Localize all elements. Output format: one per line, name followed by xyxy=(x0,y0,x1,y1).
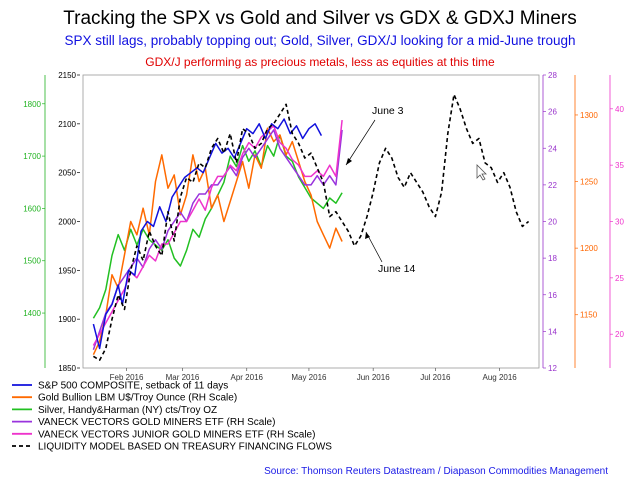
legend-label-1: Gold Bullion LBM U$/Troy Ounce (RH Scale… xyxy=(38,393,237,404)
gdx-tick-label: 28 xyxy=(548,71,557,80)
legend-label-3: VANECK VECTORS GOLD MINERS ETF (RH Scale… xyxy=(38,417,275,428)
chart-title: Tracking the SPX vs Gold and Silver vs G… xyxy=(63,8,577,29)
gdx-tick-label: 20 xyxy=(548,218,557,227)
gdx-tick-label: 26 xyxy=(548,108,557,117)
series-line-2 xyxy=(92,134,343,319)
gold-tick-label: 1300 xyxy=(580,111,598,120)
chart-subtitle-2: GDX/J performing as precious metals, les… xyxy=(145,55,495,69)
series-line-1 xyxy=(92,127,343,356)
source-note: Source: Thomson Reuters Datastream / Dia… xyxy=(264,466,608,477)
gdx-tick-label: 16 xyxy=(548,291,557,300)
gdx-tick-label: 14 xyxy=(548,327,557,336)
gdx-tick-label: 24 xyxy=(548,144,557,153)
silver-tick-label: 1500 xyxy=(23,257,41,266)
series-layer xyxy=(92,93,530,361)
chart-subtitle: SPX still lags, probably topping out; Go… xyxy=(64,33,575,48)
series-line-3 xyxy=(92,129,343,350)
axes-layer: 1850 1900 1950 2000 2050 2100 2150 1400 1500 1600… xyxy=(23,71,624,382)
gdxj-tick-label: 40 xyxy=(615,105,624,114)
gdxj-tick-label: 20 xyxy=(615,330,624,339)
annotation-june-14-arrowhead xyxy=(365,232,370,239)
plot-frame xyxy=(82,74,540,369)
legend-label-0: S&P 500 COMPOSITE, setback of 11 days xyxy=(38,381,228,392)
x-tick-label: Mar 2016 xyxy=(166,373,200,382)
x-tick-label: Jul 2016 xyxy=(420,373,451,382)
gold-tick-label: 1200 xyxy=(580,244,598,253)
silver-tick-label: 1600 xyxy=(23,204,41,213)
gold-tick-label: 1150 xyxy=(580,311,598,320)
silver-tick-label: 1700 xyxy=(23,152,41,161)
silver-tick-label: 1400 xyxy=(23,309,41,318)
silver-tick-label: 1800 xyxy=(23,100,41,109)
gold-tick-label: 1250 xyxy=(580,178,598,187)
gdxj-tick-label: 30 xyxy=(615,218,624,227)
legend-label-5: LIQUIDITY MODEL BASED ON TREASURY FINANC… xyxy=(38,442,332,453)
mouse-cursor-icon xyxy=(476,164,487,181)
x-tick-label: Apr 2016 xyxy=(231,373,264,382)
annotation-june-3-arrow xyxy=(345,119,376,166)
spx-tick-label: 1950 xyxy=(58,266,76,275)
gdxj-tick-label: 35 xyxy=(615,161,624,170)
annotation-june-3-arrowhead xyxy=(346,158,352,165)
spx-tick-label: 2050 xyxy=(58,169,76,178)
annotation-june-14: June 14 xyxy=(365,231,416,275)
x-tick-label: Feb 2016 xyxy=(110,373,144,382)
spx-tick-label: 1900 xyxy=(58,315,76,324)
x-tick-label: Aug 2016 xyxy=(482,373,517,382)
annotation-june-3: June 3 xyxy=(345,105,404,166)
annotation-june-14-label: June 14 xyxy=(378,263,416,275)
x-tick-label: May 2016 xyxy=(291,373,327,382)
spx-tick-label: 1850 xyxy=(58,364,76,373)
legend-label-4: VANECK VECTORS JUNIOR GOLD MINERS ETF (R… xyxy=(38,429,315,440)
spx-tick-label: 2100 xyxy=(58,120,76,129)
spx-tick-label: 2150 xyxy=(58,71,76,80)
legend-label-2: Silver, Handy&Harman (NY) cts/Troy OZ xyxy=(38,405,217,416)
annotation-june-3-label: June 3 xyxy=(372,105,404,117)
legend: S&P 500 COMPOSITE, setback of 11 daysGol… xyxy=(12,381,332,453)
gdxj-tick-label: 25 xyxy=(615,274,624,283)
gdx-tick-label: 12 xyxy=(548,364,557,373)
x-tick-label: Jun 2016 xyxy=(357,373,390,382)
series-line-4 xyxy=(92,120,343,346)
gdx-tick-label: 22 xyxy=(548,181,557,190)
gdx-tick-label: 18 xyxy=(548,254,557,263)
series-line-5 xyxy=(92,93,530,361)
spx-tick-label: 2000 xyxy=(58,218,76,227)
